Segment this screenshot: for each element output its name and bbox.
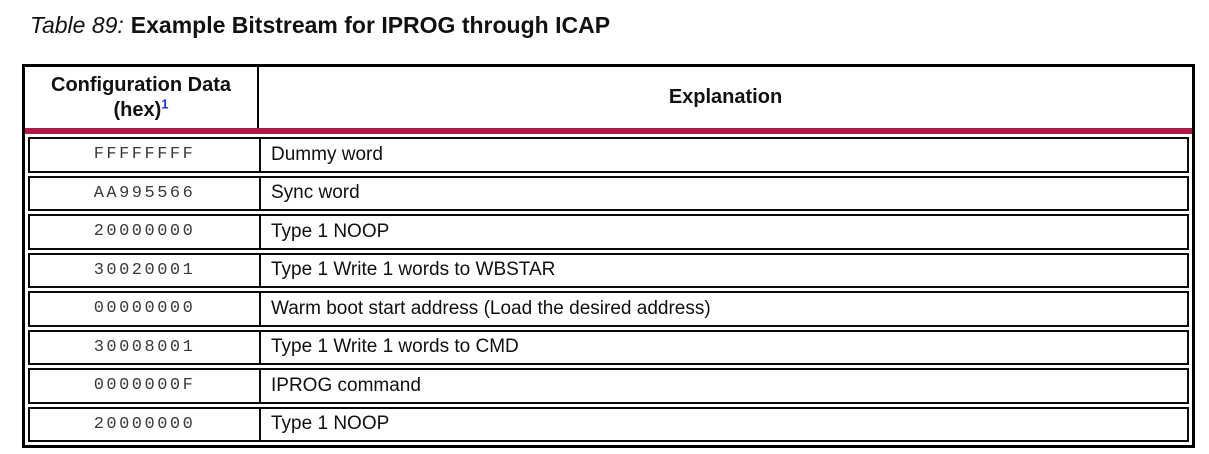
footnote-1-link[interactable]: 1: [161, 95, 169, 111]
table-body: FFFFFFFF Dummy word AA995566 Sync word 2…: [25, 134, 1192, 445]
configuration-data-cell: 0000000F: [30, 370, 261, 402]
table-row: 30020001 Type 1 Write 1 words to WBSTAR: [28, 252, 1189, 288]
table-header-row: Configuration Data (hex)1 Explanation: [25, 67, 1192, 134]
explanation-cell: Type 1 Write 1 words to CMD: [271, 336, 519, 358]
table-row: FFFFFFFF Dummy word: [28, 137, 1189, 173]
configuration-data-cell: 20000000: [30, 408, 261, 440]
table-row: 20000000 Type 1 NOOP: [28, 406, 1189, 442]
table-title: Table 89: Example Bitstream for IPROG thr…: [30, 12, 610, 39]
bitstream-table: Configuration Data (hex)1 Explanation FF…: [22, 64, 1195, 448]
table-row: 00000000 Warm boot start address (Load t…: [28, 291, 1189, 327]
explanation-cell: Type 1 NOOP: [271, 413, 390, 435]
table-row: 30008001 Type 1 Write 1 words to CMD: [28, 329, 1189, 365]
table-title-text: Example Bitstream for IPROG through ICAP: [130, 12, 611, 38]
configuration-data-cell: AA995566: [30, 177, 261, 209]
column-header-explanation: Explanation: [259, 67, 1192, 128]
configuration-data-cell: 30008001: [30, 331, 261, 363]
explanation-cell: Type 1 NOOP: [271, 220, 390, 242]
explanation-cell: Type 1 Write 1 words to WBSTAR: [271, 259, 556, 281]
column-header-configuration-data-label: Configuration Data (hex): [51, 73, 231, 121]
explanation-cell: IPROG command: [271, 374, 421, 396]
configuration-data-cell: FFFFFFFF: [30, 139, 261, 171]
table-row: 0000000F IPROG command: [28, 368, 1189, 404]
table-row: AA995566 Sync word: [28, 175, 1189, 211]
configuration-data-cell: 20000000: [30, 216, 261, 248]
column-header-configuration-data: Configuration Data (hex)1: [25, 67, 259, 128]
explanation-cell: Sync word: [271, 182, 360, 204]
table-title-caption: Table 89:: [30, 12, 124, 38]
configuration-data-cell: 00000000: [30, 293, 261, 325]
configuration-data-cell: 30020001: [30, 254, 261, 286]
explanation-cell: Warm boot start address (Load the desire…: [271, 297, 711, 319]
explanation-cell: Dummy word: [271, 143, 383, 165]
table-row: 20000000 Type 1 NOOP: [28, 214, 1189, 250]
column-header-explanation-label: Explanation: [668, 86, 783, 108]
